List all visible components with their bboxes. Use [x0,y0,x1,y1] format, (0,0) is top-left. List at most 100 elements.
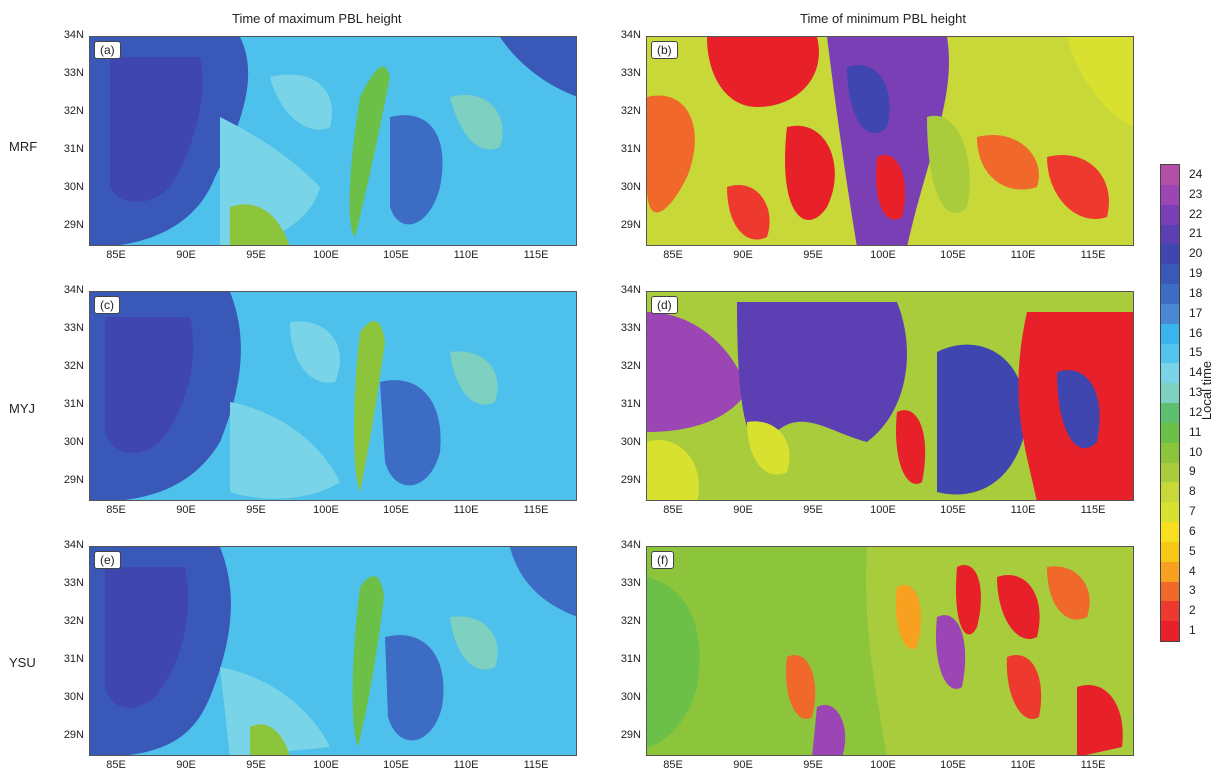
colorbar-tick-label: 4 [1189,563,1196,578]
lon-label: 115E [523,249,549,261]
panel-tag-a: (a) [94,41,121,59]
lon-label: 90E [176,504,196,516]
lat-label: 29N [620,219,641,231]
lon-label: 95E [246,249,266,261]
colorbar-segment [1161,581,1179,602]
lon-label: 95E [246,759,266,771]
lat-label: 32N [620,105,641,117]
lat-label: 33N [620,322,641,334]
colorbar-segment [1161,204,1179,225]
lon-label: 100E [870,249,896,261]
lat-label: 32N [63,105,84,117]
lon-label: 115E [523,504,549,516]
lon-label: 105E [940,759,966,771]
colorbar-segment [1161,303,1179,325]
lon-label: 90E [733,249,753,261]
lon-label: 105E [383,504,409,516]
lat-label: 33N [63,67,84,79]
lat-label: 29N [63,219,84,231]
colorbar-tick-label: 10 [1189,444,1203,459]
lon-label: 110E [453,249,479,261]
colorbar-tick-label: 14 [1189,365,1203,380]
lon-label: 90E [733,759,753,771]
colorbar-tick-label: 12 [1189,404,1203,419]
lon-label: 105E [940,504,966,516]
lat-label: 33N [620,577,641,589]
lat-label: 34N [620,539,641,551]
map-panel-b: (b) [646,36,1134,246]
lon-label: 100E [870,759,896,771]
lat-label: 32N [63,615,84,627]
colorbar-tick-label: 13 [1189,385,1203,400]
lat-label: 31N [620,398,641,410]
lon-label: 115E [523,759,549,771]
lon-label: 95E [246,504,266,516]
colorbar-segment [1161,403,1179,424]
row-label-myj: MYJ [9,401,35,416]
colorbar-tick-label: 20 [1189,246,1203,261]
lat-label: 29N [63,474,84,486]
map-panel-e: (e) [89,546,577,756]
lat-label: 29N [63,729,84,741]
colorbar-tick-label: 18 [1189,285,1203,300]
lon-label: 85E [106,249,126,261]
colorbar-tick-label: 19 [1189,266,1203,281]
lat-label: 33N [63,577,84,589]
colorbar-segment [1161,363,1179,384]
colorbar-segment [1161,561,1179,582]
colorbar-segment [1161,522,1179,543]
lat-label: 34N [620,29,641,41]
lon-label: 110E [1010,759,1036,771]
colorbar-tick-label: 21 [1189,226,1203,241]
lon-label: 95E [803,504,823,516]
lat-label: 29N [620,474,641,486]
colorbar-segment [1161,264,1179,285]
lat-label: 30N [620,181,641,193]
lon-label: 115E [1080,249,1106,261]
lat-label: 31N [620,143,641,155]
lat-label: 30N [63,436,84,448]
lat-label: 33N [620,67,641,79]
lon-label: 105E [940,249,966,261]
colorbar-tick-label: 23 [1189,186,1203,201]
colorbar-title: Local time [1199,360,1215,421]
lat-label: 34N [63,29,84,41]
lat-label: 30N [63,181,84,193]
colorbar-segment [1161,621,1179,642]
colorbar-segment [1161,323,1179,344]
lat-label: 32N [620,360,641,372]
map-panel-a: (a) [89,36,577,246]
row-label-ysu: YSU [9,655,36,670]
lon-label: 100E [313,249,339,261]
map-panel-d: (d) [646,291,1134,501]
lon-label: 115E [1080,504,1106,516]
lon-label: 85E [106,504,126,516]
lon-label: 110E [1010,249,1036,261]
lon-label: 105E [383,249,409,261]
lat-label: 32N [620,615,641,627]
map-panel-f: (f) [646,546,1134,756]
colorbar-tick-label: 17 [1189,305,1203,320]
colorbar-segment [1161,502,1179,523]
lon-label: 95E [803,249,823,261]
panel-tag-e: (e) [94,551,121,569]
colorbar-segment [1161,442,1179,463]
colorbar-tick-label: 24 [1189,166,1203,181]
lon-label: 90E [733,504,753,516]
lat-label: 32N [63,360,84,372]
lon-label: 105E [383,759,409,771]
colorbar-segment [1161,224,1179,245]
lat-label: 34N [63,284,84,296]
lon-label: 100E [870,504,896,516]
colorbar-segment [1161,343,1179,364]
panel-tag-f: (f) [651,551,675,569]
lat-label: 31N [63,653,84,665]
lon-label: 85E [663,504,683,516]
lon-label: 85E [663,249,683,261]
lat-label: 31N [620,653,641,665]
lat-label: 30N [620,691,641,703]
colorbar-tick-label: 8 [1189,484,1196,499]
colorbar-tick-label: 6 [1189,523,1196,538]
colorbar-tick-label: 3 [1189,583,1196,598]
colorbar [1160,164,1180,642]
